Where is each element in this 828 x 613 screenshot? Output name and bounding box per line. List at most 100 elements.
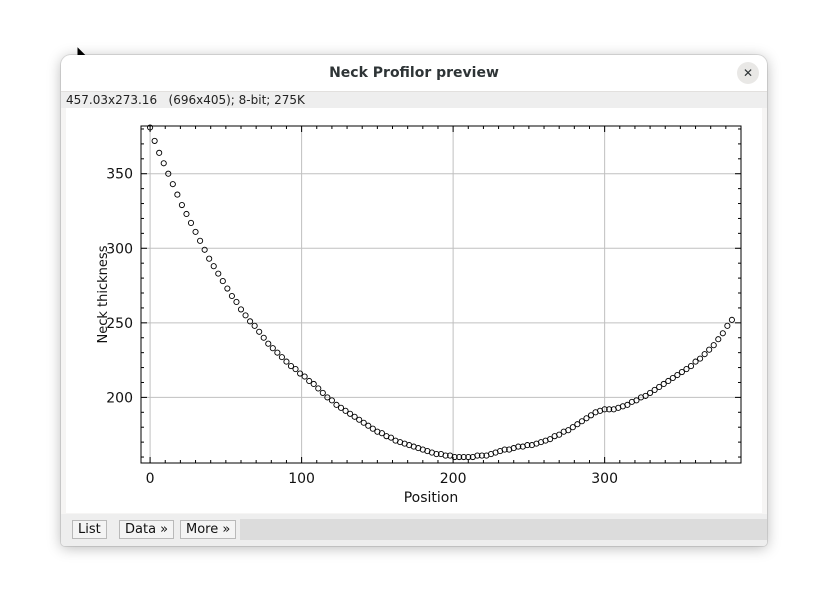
data-point xyxy=(633,397,640,404)
data-point xyxy=(728,316,735,323)
data-point xyxy=(328,397,335,404)
data-point xyxy=(578,418,585,425)
x-tick-label: 200 xyxy=(440,471,467,487)
data-point xyxy=(387,434,395,441)
button-bar: List Data » More » xyxy=(61,514,767,546)
data-point xyxy=(183,210,190,218)
data-point xyxy=(192,228,199,235)
data-point xyxy=(256,328,263,335)
data-point xyxy=(201,246,208,253)
data-point xyxy=(724,322,731,329)
data-point xyxy=(156,149,163,156)
data-point xyxy=(474,452,481,459)
data-point xyxy=(433,451,440,458)
data-point xyxy=(683,366,690,373)
data-point xyxy=(692,358,699,365)
data-point xyxy=(324,394,331,401)
status-field xyxy=(240,519,767,540)
data-point xyxy=(678,368,685,376)
data-point xyxy=(283,358,290,365)
data-point xyxy=(351,413,358,420)
data-point xyxy=(233,298,240,306)
data-point xyxy=(315,385,322,392)
close-icon: ✕ xyxy=(742,66,754,80)
title-bar[interactable]: Neck Profilor preview ✕ xyxy=(61,55,767,92)
data-point xyxy=(228,292,235,300)
data-point xyxy=(606,406,613,413)
data-point xyxy=(187,219,195,226)
data-point xyxy=(501,446,508,453)
data-point xyxy=(697,355,704,362)
data-point xyxy=(269,345,276,352)
list-button[interactable]: List xyxy=(72,520,107,539)
data-point xyxy=(151,137,158,144)
data-point xyxy=(260,334,267,341)
data-point xyxy=(451,453,458,461)
data-point xyxy=(669,374,676,382)
data-point xyxy=(360,419,367,426)
data-point xyxy=(687,363,695,370)
data-point xyxy=(278,354,285,361)
data-point xyxy=(706,346,713,353)
y-tick-label: 300 xyxy=(106,241,133,257)
data-point xyxy=(674,371,681,379)
more-button[interactable]: More » xyxy=(180,520,237,539)
data-point xyxy=(287,363,295,370)
data-point xyxy=(197,237,204,244)
x-tick-label: 300 xyxy=(591,471,618,487)
data-point xyxy=(237,306,245,313)
data-point xyxy=(347,410,354,417)
data-point xyxy=(356,416,363,423)
data-point xyxy=(565,427,572,434)
window-title: Neck Profilor preview xyxy=(329,65,499,81)
data-point xyxy=(319,389,326,396)
data-point xyxy=(224,285,231,292)
data-point xyxy=(147,124,154,131)
image-info: 457.03x273.16 (696x405); 8-bit; 275K xyxy=(61,92,767,108)
data-point xyxy=(710,342,717,349)
data-point xyxy=(701,351,708,358)
data-point xyxy=(310,380,317,388)
plot-window: Neck Profilor preview ✕ 457.03x273.16 (6… xyxy=(61,55,767,546)
x-tick-label: 0 xyxy=(146,471,155,487)
data-point xyxy=(556,431,563,438)
data-point xyxy=(442,452,449,459)
data-point xyxy=(569,424,576,431)
data-point xyxy=(378,430,385,437)
data-point xyxy=(206,255,213,262)
data-point xyxy=(369,425,376,432)
data-point xyxy=(178,201,185,209)
data-point xyxy=(242,312,249,319)
data-point xyxy=(265,340,272,347)
x-tick-label: 100 xyxy=(288,471,315,487)
data-point xyxy=(715,336,722,343)
data-point xyxy=(478,452,485,459)
data-point xyxy=(587,412,595,419)
y-tick-label: 200 xyxy=(106,390,133,406)
data-point xyxy=(601,406,608,413)
data-button[interactable]: Data » xyxy=(119,520,175,539)
data-point xyxy=(342,407,349,414)
data-point xyxy=(215,270,222,277)
data-point xyxy=(524,442,531,449)
data-point xyxy=(656,383,663,391)
data-point xyxy=(665,377,672,385)
data-point xyxy=(251,322,258,329)
data-point xyxy=(333,401,340,408)
data-point xyxy=(647,389,654,396)
plot-canvas: 0 100 200 300 200 250 300 350 Position Neck thick… xyxy=(66,108,762,513)
data-point xyxy=(292,366,299,373)
data-point xyxy=(574,421,581,428)
data-point xyxy=(660,380,667,388)
data-point xyxy=(306,377,313,385)
data-point xyxy=(719,330,726,337)
data-point xyxy=(297,370,304,377)
y-tick-label: 350 xyxy=(106,167,133,183)
close-button[interactable]: ✕ xyxy=(737,62,759,84)
data-point xyxy=(456,453,463,461)
scatter-plot: 0 100 200 300 200 250 300 350 Position Neck thick… xyxy=(96,124,742,506)
data-point xyxy=(515,443,522,450)
data-point xyxy=(169,181,176,188)
data-point xyxy=(247,318,254,325)
data-point xyxy=(219,278,226,285)
